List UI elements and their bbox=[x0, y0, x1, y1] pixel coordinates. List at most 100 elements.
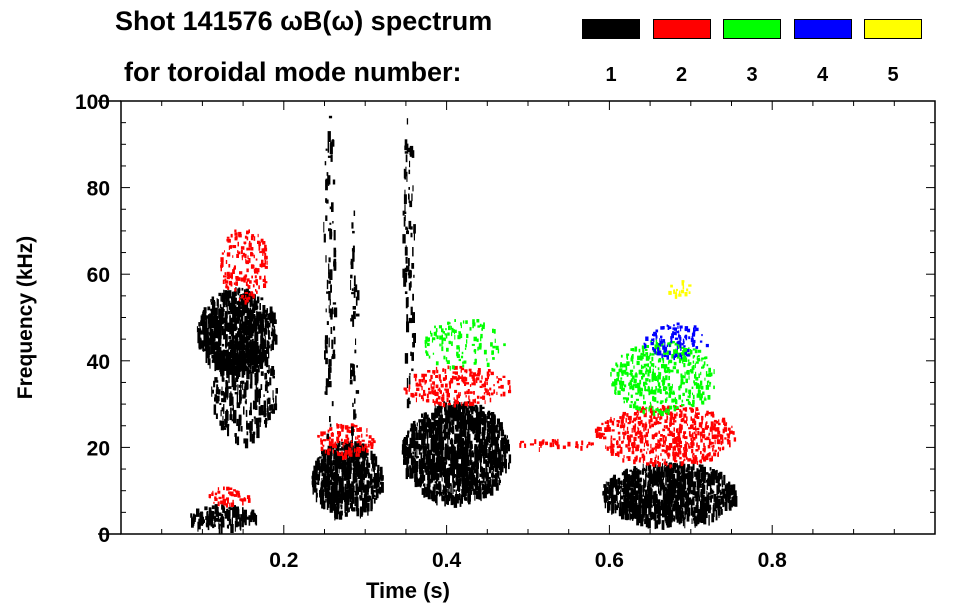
spectral-point bbox=[403, 459, 407, 465]
spectral-point bbox=[225, 260, 228, 264]
spectral-point bbox=[408, 195, 410, 203]
spectral-point bbox=[637, 470, 640, 478]
spectral-point bbox=[444, 496, 446, 507]
spectral-point bbox=[460, 355, 464, 359]
spectral-point bbox=[244, 365, 248, 370]
spectral-point bbox=[520, 440, 522, 445]
spectral-point bbox=[258, 285, 260, 290]
spectral-point bbox=[351, 314, 354, 318]
spectral-point bbox=[258, 241, 261, 247]
spectral-point bbox=[473, 461, 476, 469]
spectral-point bbox=[666, 465, 670, 476]
spectral-point bbox=[424, 436, 426, 445]
spectral-point bbox=[635, 490, 639, 501]
spectral-point bbox=[630, 476, 633, 487]
spectral-point bbox=[432, 399, 435, 403]
spectral-point bbox=[444, 409, 448, 416]
spectral-point bbox=[364, 495, 366, 499]
spectral-point bbox=[474, 417, 476, 422]
spectral-point bbox=[349, 483, 354, 488]
spectral-point bbox=[355, 390, 360, 394]
spectral-point bbox=[655, 432, 658, 436]
spectral-point bbox=[480, 336, 482, 342]
spectral-point bbox=[486, 428, 489, 434]
spectral-point bbox=[337, 504, 339, 508]
spectral-point bbox=[435, 361, 439, 366]
spectral-point bbox=[689, 471, 691, 475]
spectral-point bbox=[682, 486, 685, 491]
spectral-point bbox=[486, 415, 488, 423]
spectral-point bbox=[423, 432, 425, 441]
spectral-point bbox=[456, 496, 459, 503]
spectral-point bbox=[439, 438, 441, 447]
spectral-point bbox=[663, 520, 665, 530]
spectral-point bbox=[633, 443, 636, 446]
spectral-point bbox=[330, 284, 332, 293]
spectral-point bbox=[446, 469, 450, 478]
spectral-point bbox=[502, 444, 506, 455]
spectral-point bbox=[233, 413, 236, 424]
spectral-point bbox=[464, 419, 468, 430]
spectral-point bbox=[442, 418, 444, 424]
spectral-point bbox=[723, 427, 727, 432]
spectral-point bbox=[240, 335, 242, 340]
spectral-point bbox=[328, 280, 331, 284]
spectral-point bbox=[462, 320, 465, 324]
spectral-point bbox=[225, 318, 228, 325]
spectral-point bbox=[406, 171, 408, 182]
spectral-point bbox=[367, 457, 369, 462]
spectral-point bbox=[629, 434, 633, 438]
spectral-point bbox=[217, 359, 221, 368]
spectral-point bbox=[446, 360, 450, 364]
spectral-point bbox=[228, 341, 230, 350]
spectral-point bbox=[683, 490, 686, 498]
spectral-point bbox=[215, 351, 219, 361]
spectral-point bbox=[453, 417, 458, 422]
spectral-point bbox=[487, 412, 490, 415]
spectral-point bbox=[472, 378, 476, 382]
spectral-point bbox=[468, 404, 473, 409]
spectral-point bbox=[486, 392, 490, 396]
spectral-point bbox=[257, 233, 259, 238]
spectral-point bbox=[249, 410, 252, 416]
spectral-point bbox=[446, 460, 448, 464]
spectral-point bbox=[210, 350, 213, 355]
spectral-point bbox=[445, 434, 447, 438]
spectral-point bbox=[658, 501, 661, 511]
spectral-point bbox=[319, 456, 322, 459]
spectral-point bbox=[449, 493, 452, 499]
spectral-point bbox=[468, 481, 472, 491]
spectral-point bbox=[312, 482, 314, 487]
spectral-point bbox=[235, 278, 239, 281]
spectral-point bbox=[346, 437, 350, 441]
spectral-point bbox=[435, 483, 439, 490]
spectral-point bbox=[315, 480, 317, 491]
spectral-point bbox=[323, 452, 325, 463]
spectral-point bbox=[708, 514, 710, 526]
spectral-point bbox=[264, 252, 267, 256]
spectral-point bbox=[421, 385, 423, 391]
spectral-point bbox=[604, 484, 607, 489]
spectral-point bbox=[329, 423, 332, 427]
spectral-point bbox=[611, 483, 614, 493]
spectral-point bbox=[244, 316, 248, 326]
spectral-point bbox=[473, 378, 476, 384]
spectral-point bbox=[227, 300, 231, 307]
spectral-point bbox=[448, 463, 452, 467]
spectral-point bbox=[492, 435, 496, 446]
spectral-point bbox=[200, 315, 202, 325]
spectral-point bbox=[228, 386, 232, 389]
spectral-point bbox=[346, 507, 349, 513]
spectral-point bbox=[482, 448, 484, 459]
spectral-point bbox=[250, 295, 254, 300]
spectral-point bbox=[727, 435, 730, 439]
spectral-point bbox=[328, 373, 331, 380]
spectral-point bbox=[270, 343, 272, 352]
spectral-point bbox=[656, 471, 660, 483]
spectral-point bbox=[711, 489, 714, 494]
spectral-point bbox=[208, 332, 210, 336]
spectral-point bbox=[237, 241, 239, 247]
spectral-point bbox=[464, 369, 468, 373]
spectral-point bbox=[252, 431, 256, 435]
spectral-point bbox=[464, 401, 468, 406]
